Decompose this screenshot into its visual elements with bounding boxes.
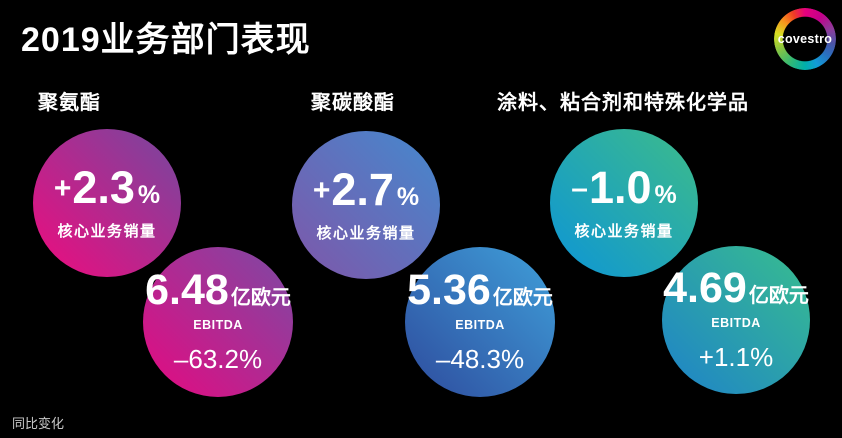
volume-circle-coatings-adhesives-specialties: –1.0% 核心业务销量 (550, 129, 698, 277)
volume-change-value: 2.7 (331, 164, 394, 215)
ebitda-unit: 亿欧元 (492, 287, 553, 309)
ebitda-value-row: 6.48 亿欧元 (145, 269, 291, 312)
covestro-logo-text: covestro (777, 32, 833, 46)
volume-change: +2.3% (54, 165, 160, 210)
percent-symbol: % (654, 181, 677, 209)
ebitda-unit: 亿欧元 (748, 285, 809, 307)
percent-symbol: % (137, 181, 161, 209)
volume-change: +2.7% (313, 167, 419, 212)
volume-change-sign: – (571, 172, 588, 205)
ebitda-label: EBITDA (711, 316, 761, 330)
volume-change-sign: + (312, 174, 331, 207)
footnote-yoy-change: 同比变化 (12, 416, 65, 431)
ebitda-change: –48.3% (435, 344, 525, 374)
ebitda-label: EBITDA (193, 318, 243, 332)
ebitda-circle-polyurethanes: 6.48 亿欧元 EBITDA –63.2% (143, 247, 293, 397)
volume-circle-polycarbonates: +2.7% 核心业务销量 (292, 131, 440, 279)
volume-circle-polyurethanes: +2.3% 核心业务销量 (33, 129, 181, 277)
segment-header-coatings-adhesives-specialties: 涂料、粘合剂和特殊化学品 (497, 92, 749, 114)
ebitda-unit: 亿欧元 (230, 287, 291, 309)
ebitda-change: +1.1% (698, 342, 774, 372)
page-title: 2019业务部门表现 (21, 21, 311, 59)
ebitda-value-row: 5.36 亿欧元 (407, 269, 553, 312)
ebitda-circle-coatings-adhesives-specialties: 4.69 亿欧元 EBITDA +1.1% (662, 246, 810, 394)
covestro-logo: covestro (774, 8, 836, 70)
volume-change-value: 1.0 (588, 162, 652, 213)
ebitda-value: 5.36 (407, 266, 491, 314)
volume-change-value: 2.3 (72, 162, 135, 213)
volume-label: 核心业务销量 (316, 225, 416, 242)
segment-header-polycarbonates: 聚碳酸酯 (311, 92, 395, 114)
volume-change-sign: + (53, 172, 72, 205)
volume-label: 核心业务销量 (57, 223, 157, 240)
ebitda-circle-polycarbonates: 5.36 亿欧元 EBITDA –48.3% (405, 247, 555, 397)
ebitda-label: EBITDA (455, 318, 505, 332)
ebitda-value: 6.48 (145, 266, 229, 314)
ebitda-change: –63.2% (173, 344, 263, 374)
covestro-ring-icon (774, 8, 836, 70)
ebitda-value: 4.69 (663, 264, 747, 312)
volume-label: 核心业务销量 (574, 223, 674, 240)
ebitda-value-row: 4.69 亿欧元 (663, 267, 809, 310)
percent-symbol: % (396, 183, 420, 211)
volume-change: –1.0% (571, 165, 676, 210)
segment-header-polyurethanes: 聚氨酯 (38, 92, 101, 114)
